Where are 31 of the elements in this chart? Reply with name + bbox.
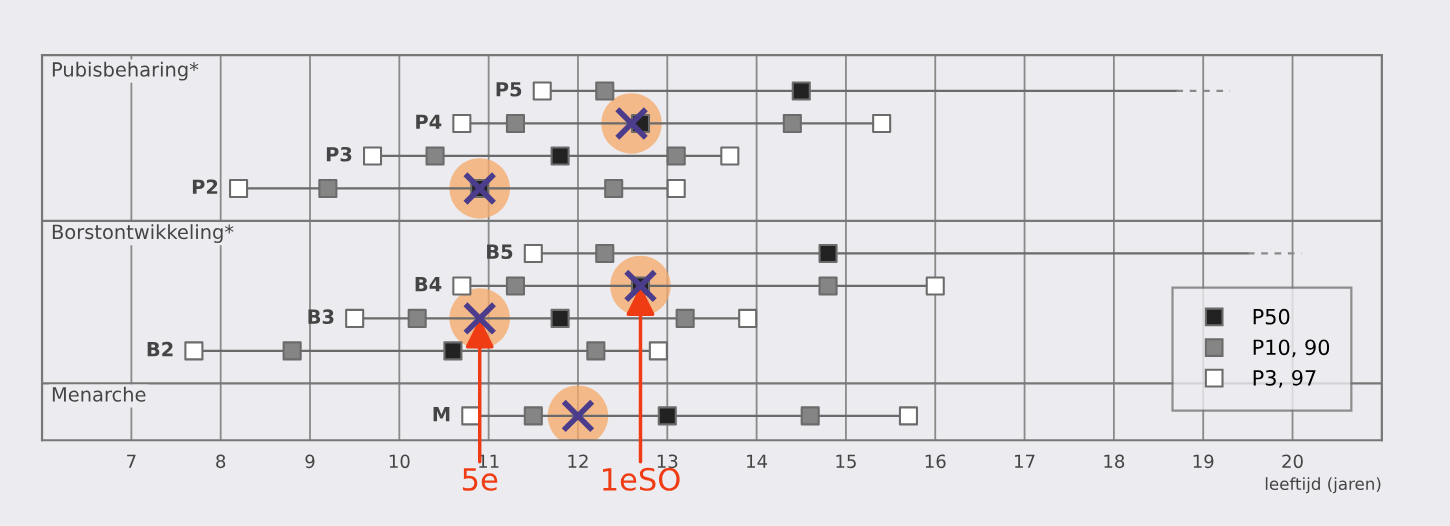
x-tick-label: 16 [925,454,946,469]
legend-label: P10, 90 [1253,339,1330,358]
y-tick-label: P2 [192,179,218,194]
annotation: 1eSO [603,467,680,491]
x-tick-label: 18 [1104,454,1125,469]
y-tick-label: B4 [415,277,442,292]
y-tick-label: P4 [416,114,442,129]
y-tick-label: B3 [308,309,334,325]
y-tick-label: M [433,407,450,422]
y-tick-label: Pubisbeharing* [52,61,199,81]
x-tick-label: 8 [216,454,226,469]
x-tick-label: 12 [568,454,588,468]
y-tick-label: P3 [326,146,352,162]
x-tick-label: 9 [305,454,315,469]
y-tick-label: Menarche [52,386,146,402]
x-tick-label: 7 [127,454,136,468]
x-tick-label: 17 [1015,454,1035,468]
x-tick-label: 10 [389,454,410,469]
legend-label: P50 [1253,308,1290,325]
x-tick-label: 13 [657,454,678,469]
x-tick-label: 14 [747,454,768,468]
x-tick-label: 11 [479,454,499,468]
x-axis-title: leeftijd (jaren) [1265,477,1381,494]
legend-label: P3, 97 [1253,369,1316,388]
x-tick-label: 20 [1282,454,1303,469]
annotation: 5e [462,468,498,491]
x-tick-label: 15 [836,454,856,469]
y-tick-label: P5 [496,82,522,97]
x-tick-label: 19 [1193,454,1214,469]
y-tick-label: B2 [147,341,173,357]
y-tick-label: Borstontwikkeling* [52,224,234,244]
